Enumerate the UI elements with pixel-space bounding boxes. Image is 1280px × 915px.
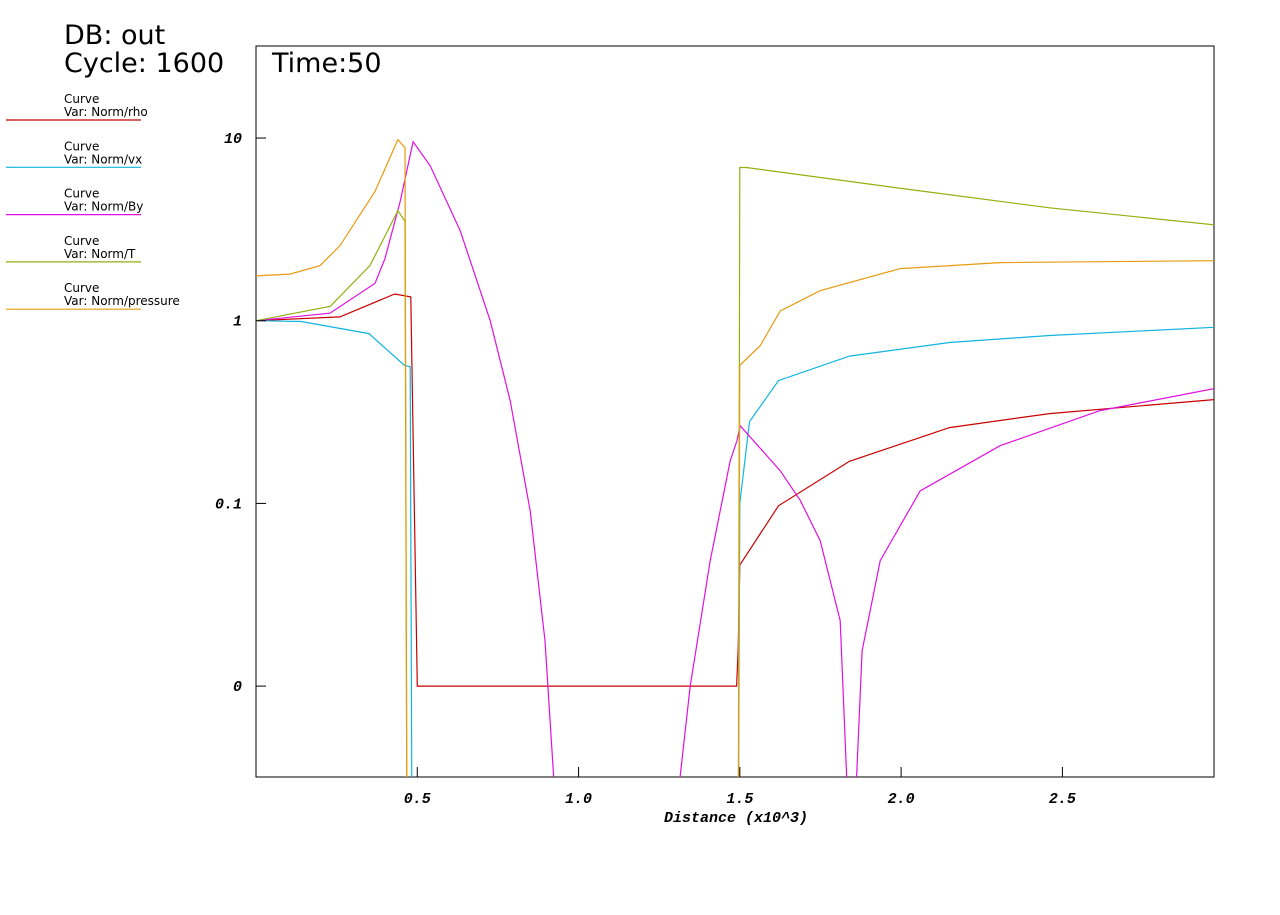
legend-name: Curve xyxy=(64,139,99,153)
legend-name: Curve xyxy=(64,92,99,106)
legend-var: Var: Norm/rho xyxy=(64,105,148,119)
x-axis-label: Distance (x10^3) xyxy=(664,810,808,827)
series-line xyxy=(256,138,1214,777)
x-tick-label: 1.0 xyxy=(565,791,592,808)
y-tick-label: 0.1 xyxy=(215,496,242,513)
legend-var: Var: Norm/T xyxy=(64,247,136,261)
legend-name: Curve xyxy=(64,234,99,248)
y-tick-label: 0 xyxy=(233,679,242,696)
plot-lines xyxy=(256,138,1214,777)
legend-name: Curve xyxy=(64,187,99,201)
time-label: Time:50 xyxy=(271,48,382,79)
x-tick-label: 2.5 xyxy=(1049,791,1076,808)
legend-var: Var: Norm/pressure xyxy=(64,294,180,308)
x-tick-label: 0.5 xyxy=(404,791,431,808)
y-tick-label: 1 xyxy=(233,314,242,331)
cycle-label: Cycle: 1600 xyxy=(64,48,224,79)
y-tick-label: 10 xyxy=(224,131,242,148)
x-tick-label: 1.5 xyxy=(726,791,753,808)
plot-frame xyxy=(255,45,1215,778)
legend-var: Var: Norm/By xyxy=(64,200,143,214)
legend-name: Curve xyxy=(64,281,99,295)
series-line xyxy=(256,140,1214,777)
db-label: DB: out xyxy=(64,20,165,51)
legend-var: Var: Norm/vx xyxy=(64,152,142,166)
x-tick-label: 2.0 xyxy=(888,791,915,808)
series-line xyxy=(256,320,1214,777)
series-line xyxy=(256,293,1214,687)
series-line xyxy=(256,166,1214,777)
